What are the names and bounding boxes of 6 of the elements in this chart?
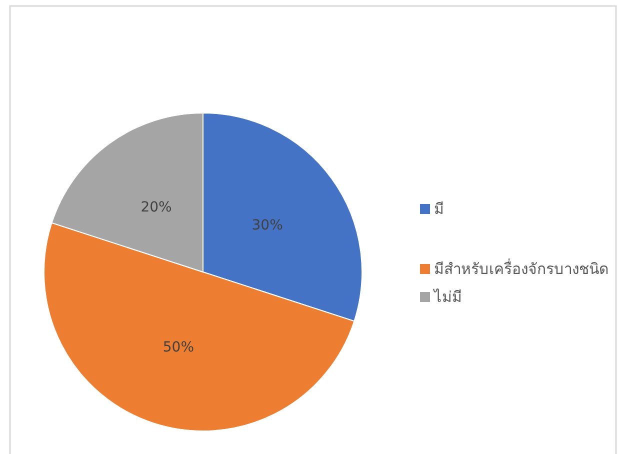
legend-label: มี [434,199,444,220]
data-label: 50% [162,340,194,356]
data-label: 30% [252,217,283,234]
data-label: 20% [140,200,172,216]
legend-label: ไม่มี [434,287,462,308]
legend-label: มีสำหรับเครื่องจักรบางชนิด [434,258,609,280]
